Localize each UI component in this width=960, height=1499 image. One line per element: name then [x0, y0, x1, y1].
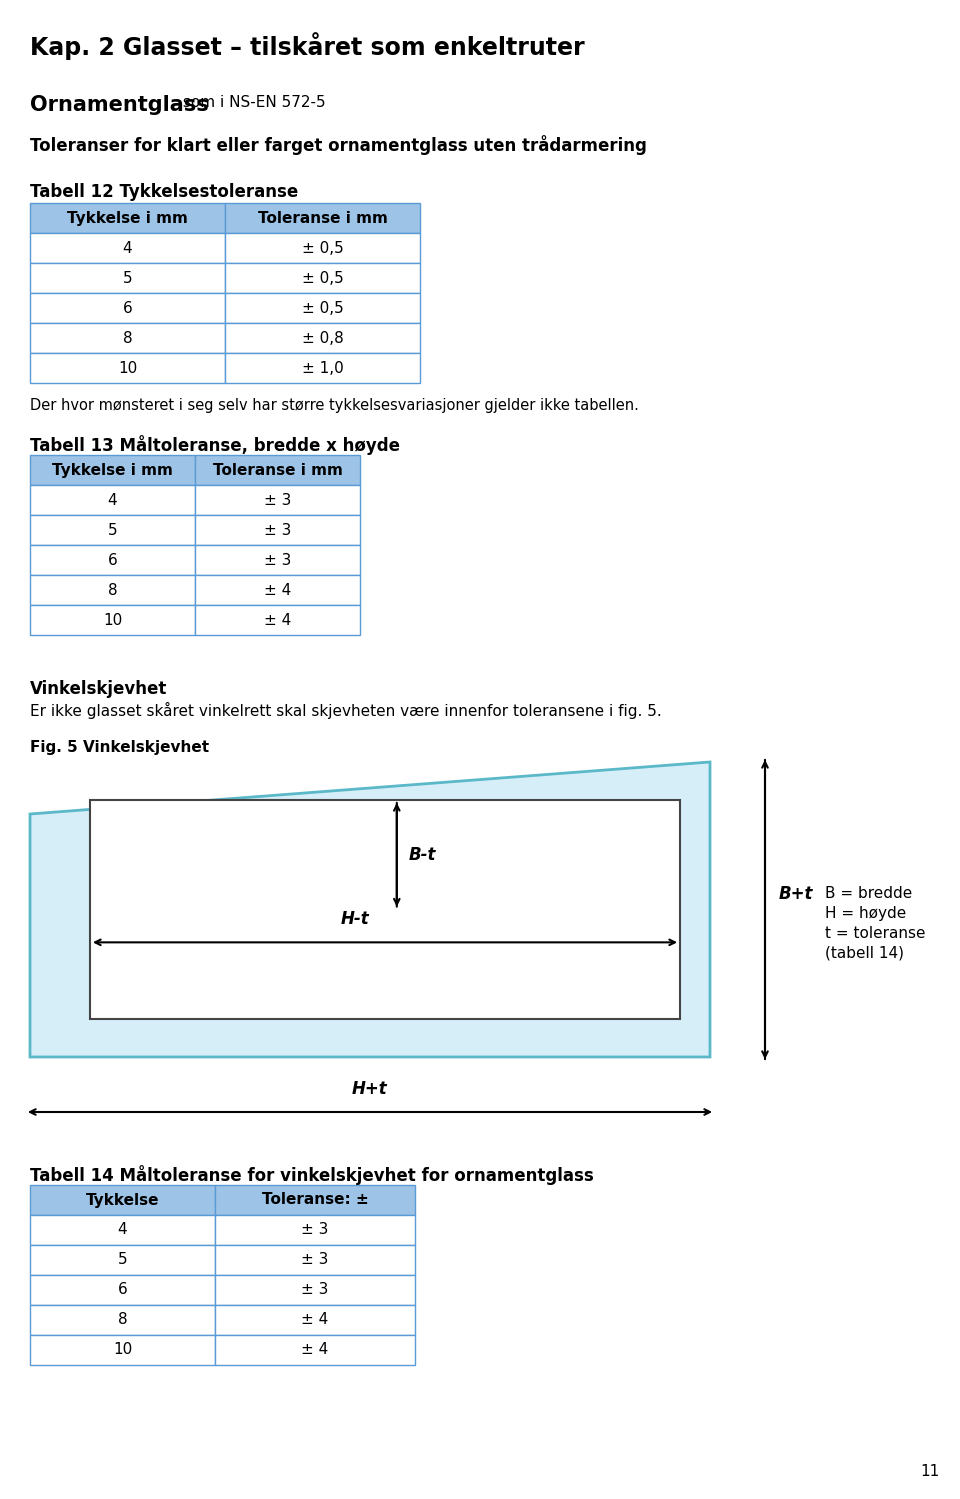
Text: Tykkelse i mm: Tykkelse i mm — [52, 463, 173, 478]
Bar — [30, 262, 225, 292]
Bar — [195, 576, 360, 606]
Text: ± 0,5: ± 0,5 — [301, 300, 344, 315]
Text: Der hvor mønsteret i seg selv har større tykkelsesvariasjoner gjelder ikke tabel: Der hvor mønsteret i seg selv har større… — [30, 399, 638, 414]
Bar — [30, 546, 195, 576]
Text: som i NS-EN 572-5: som i NS-EN 572-5 — [178, 94, 325, 109]
Bar — [30, 486, 195, 516]
Bar — [30, 1276, 215, 1306]
Text: Tykkelse i mm: Tykkelse i mm — [67, 210, 188, 225]
Bar — [90, 800, 680, 1019]
Text: 5: 5 — [108, 523, 117, 538]
Polygon shape — [30, 761, 710, 1057]
Text: ± 3: ± 3 — [301, 1283, 328, 1298]
Text: 6: 6 — [108, 553, 117, 568]
Text: ± 3: ± 3 — [301, 1253, 328, 1268]
Text: Tabell 12 Tykkelsestoleranse: Tabell 12 Tykkelsestoleranse — [30, 183, 299, 201]
Text: ± 0,5: ± 0,5 — [301, 240, 344, 255]
Text: 6: 6 — [123, 300, 132, 315]
Bar — [215, 1276, 415, 1306]
Text: H+t: H+t — [352, 1079, 388, 1097]
Bar — [225, 232, 420, 262]
Text: ± 4: ± 4 — [301, 1343, 328, 1358]
Bar — [225, 352, 420, 384]
Text: ± 0,5: ± 0,5 — [301, 270, 344, 285]
Text: Er ikke glasset skåret vinkelrett skal skjevheten være innenfor toleransene i fi: Er ikke glasset skåret vinkelrett skal s… — [30, 702, 661, 720]
Bar — [195, 546, 360, 576]
Text: 5: 5 — [123, 270, 132, 285]
Bar — [30, 606, 195, 636]
Text: Toleranse: ±: Toleranse: ± — [262, 1193, 369, 1208]
Bar — [215, 1306, 415, 1336]
Bar — [225, 262, 420, 292]
Text: 5: 5 — [118, 1253, 128, 1268]
Text: Tabell 14 Måltoleranse for vinkelskjevhet for ornamentglass: Tabell 14 Måltoleranse for vinkelskjevhe… — [30, 1165, 593, 1186]
Bar — [195, 486, 360, 516]
Bar — [30, 1186, 215, 1216]
Text: B = bredde: B = bredde — [825, 886, 912, 901]
Text: Toleranse i mm: Toleranse i mm — [257, 210, 388, 225]
Bar — [225, 292, 420, 322]
Text: 10: 10 — [113, 1343, 132, 1358]
Text: Tykkelse: Tykkelse — [85, 1193, 159, 1208]
Text: 8: 8 — [118, 1313, 128, 1328]
Text: ± 3: ± 3 — [264, 553, 291, 568]
Bar — [30, 202, 225, 232]
Bar — [30, 516, 195, 546]
Bar — [215, 1186, 415, 1216]
Bar — [30, 232, 225, 262]
Text: 8: 8 — [123, 330, 132, 345]
Text: 10: 10 — [103, 613, 122, 628]
Text: Kap. 2 Glasset – tilskåret som enkeltruter: Kap. 2 Glasset – tilskåret som enkeltrut… — [30, 31, 585, 60]
Text: B-t: B-t — [409, 845, 436, 863]
Bar — [215, 1336, 415, 1366]
Text: B+t: B+t — [779, 886, 813, 904]
Bar — [30, 322, 225, 352]
Bar — [225, 202, 420, 232]
Text: 8: 8 — [108, 583, 117, 598]
Text: 4: 4 — [118, 1223, 128, 1238]
Text: 4: 4 — [123, 240, 132, 255]
Text: 4: 4 — [108, 493, 117, 508]
Bar — [195, 456, 360, 486]
Bar — [195, 516, 360, 546]
Text: Ornamentglass: Ornamentglass — [30, 94, 208, 115]
Text: t = toleranse: t = toleranse — [825, 926, 925, 941]
Text: (tabell 14): (tabell 14) — [825, 946, 904, 961]
Text: 11: 11 — [921, 1465, 940, 1480]
Bar — [195, 606, 360, 636]
Bar — [225, 322, 420, 352]
Text: Tabell 13 Måltoleranse, bredde x høyde: Tabell 13 Måltoleranse, bredde x høyde — [30, 435, 400, 456]
Text: 10: 10 — [118, 360, 137, 376]
Bar — [215, 1216, 415, 1246]
Text: H-t: H-t — [341, 910, 370, 928]
Bar — [215, 1246, 415, 1276]
Bar — [30, 576, 195, 606]
Text: ± 3: ± 3 — [301, 1223, 328, 1238]
Text: 6: 6 — [118, 1283, 128, 1298]
Bar — [30, 352, 225, 384]
Bar — [30, 1336, 215, 1366]
Text: ± 1,0: ± 1,0 — [301, 360, 344, 376]
Text: ± 3: ± 3 — [264, 493, 291, 508]
Bar — [30, 456, 195, 486]
Text: ± 0,8: ± 0,8 — [301, 330, 344, 345]
Text: ± 4: ± 4 — [264, 613, 291, 628]
Bar — [30, 1216, 215, 1246]
Bar — [30, 1306, 215, 1336]
Bar — [30, 292, 225, 322]
Text: Toleranse i mm: Toleranse i mm — [212, 463, 343, 478]
Text: H = høyde: H = høyde — [825, 905, 906, 920]
Text: ± 4: ± 4 — [264, 583, 291, 598]
Text: ± 3: ± 3 — [264, 523, 291, 538]
Text: Toleranser for klart eller farget ornamentglass uten trådarmering: Toleranser for klart eller farget orname… — [30, 135, 647, 154]
Text: Vinkelskjevhet: Vinkelskjevhet — [30, 681, 167, 699]
Text: Fig. 5 Vinkelskjevhet: Fig. 5 Vinkelskjevhet — [30, 741, 209, 755]
Bar — [30, 1246, 215, 1276]
Text: ± 4: ± 4 — [301, 1313, 328, 1328]
